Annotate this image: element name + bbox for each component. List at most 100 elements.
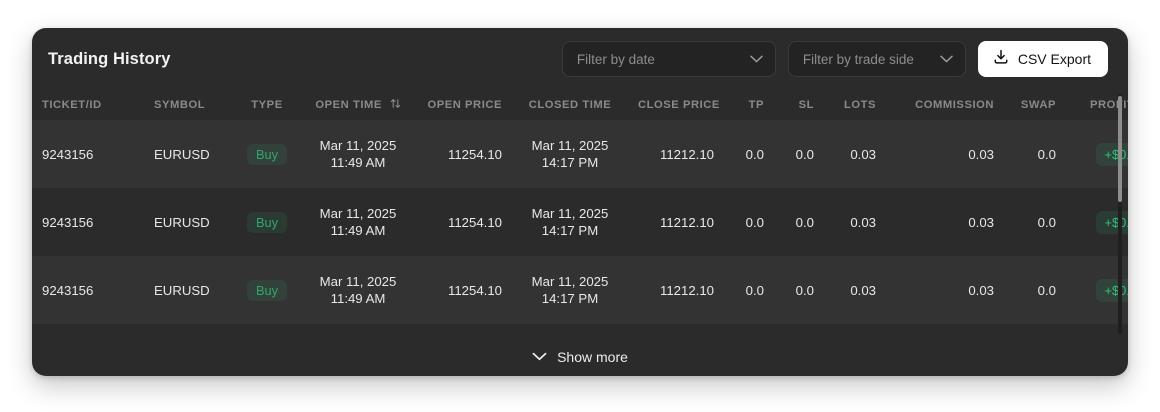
- column-header-symbol[interactable]: SYMBOL: [144, 90, 234, 120]
- cell-open-time: Mar 11, 2025 11:49 AM: [300, 256, 416, 324]
- chevron-down-icon: [532, 348, 547, 366]
- page-title: Trading History: [48, 49, 171, 68]
- cell-sl: 0.0: [774, 120, 824, 188]
- profit-badge: +$0.28: [1095, 210, 1128, 234]
- column-label: SWAP: [1020, 99, 1056, 111]
- column-label: LOTS: [843, 99, 876, 111]
- cell-type: Buy: [234, 256, 300, 324]
- cell-lots: 0.03: [824, 188, 886, 256]
- table-row[interactable]: 9243156 EURUSD Buy Mar 11, 2025 11:49 AM 1125…: [32, 256, 1128, 324]
- column-label: TP: [748, 99, 764, 111]
- cell-swap: 0.0: [1004, 256, 1066, 324]
- csv-export-label: CSV Export: [1017, 51, 1091, 67]
- column-label: OPEN TIME: [315, 99, 382, 111]
- trading-history-card: Trading History Filter by date Filter by…: [32, 28, 1128, 376]
- cell-ticket: 9243156: [32, 188, 144, 256]
- cell-symbol: EURUSD: [144, 256, 234, 324]
- column-label: TYPE: [251, 99, 283, 111]
- column-header-close-price[interactable]: CLOSE PRICE: [628, 90, 724, 120]
- column-header-commission[interactable]: COMMISSION: [886, 90, 1004, 120]
- profit-badge: +$0.28: [1095, 142, 1128, 166]
- column-header-ticket[interactable]: TICKET/ID: [32, 90, 144, 120]
- cell-commission: 0.03: [886, 188, 1004, 256]
- cell-close-price: 11212.10: [628, 256, 724, 324]
- cell-open-price: 11254.10: [416, 120, 512, 188]
- column-label: CLOSE PRICE: [638, 99, 720, 111]
- cell-open-price: 11254.10: [416, 256, 512, 324]
- cell-open-time: Mar 11, 2025 11:49 AM: [300, 120, 416, 188]
- chevron-down-icon: [930, 55, 953, 63]
- header-controls: Filter by date Filter by trade side: [561, 41, 1108, 77]
- column-label: SYMBOL: [154, 99, 206, 111]
- trade-side-badge: Buy: [246, 211, 288, 233]
- cell-tp: 0.0: [724, 188, 774, 256]
- cell-sl: 0.0: [774, 256, 824, 324]
- column-header-swap[interactable]: SWAP: [1004, 90, 1066, 120]
- cell-closed-time: Mar 11, 2025 14:17 PM: [512, 120, 628, 188]
- table-row[interactable]: 9243156 EURUSD Buy Mar 11, 2025 11:49 AM 1125…: [32, 120, 1128, 188]
- vertical-scrollbar[interactable]: [1118, 94, 1122, 334]
- cell-type: Buy: [234, 120, 300, 188]
- filter-by-date-label: Filter by date: [576, 51, 655, 67]
- cell-lots: 0.03: [824, 120, 886, 188]
- cell-close-price: 11212.10: [628, 188, 724, 256]
- cell-closed-time: Mar 11, 2025 14:17 PM: [512, 188, 628, 256]
- filter-by-date-select[interactable]: Filter by date: [561, 41, 776, 77]
- column-header-tp[interactable]: TP: [724, 90, 774, 120]
- closed-time-value: Mar 11, 2025 14:17 PM: [531, 138, 609, 170]
- table-body: 9243156 EURUSD Buy Mar 11, 2025 11:49 AM 1125…: [32, 120, 1128, 324]
- column-label: PROFIT: [1090, 99, 1128, 111]
- chevron-down-icon: [740, 55, 763, 63]
- column-label: OPEN PRICE: [427, 99, 502, 111]
- scrollbar-thumb[interactable]: [1118, 96, 1122, 202]
- filter-by-trade-side-label: Filter by trade side: [802, 51, 914, 67]
- sort-updown-icon[interactable]: [390, 98, 401, 112]
- cell-symbol: EURUSD: [144, 188, 234, 256]
- open-time-value: Mar 11, 2025 11:49 AM: [319, 206, 397, 238]
- cell-commission: 0.03: [886, 256, 1004, 324]
- download-icon: [993, 49, 1009, 70]
- cell-swap: 0.0: [1004, 188, 1066, 256]
- column-header-open-price[interactable]: OPEN PRICE: [416, 90, 512, 120]
- cell-closed-time: Mar 11, 2025 14:17 PM: [512, 256, 628, 324]
- trade-side-badge: Buy: [246, 143, 288, 165]
- column-label: COMMISSION: [915, 99, 994, 111]
- show-more-label: Show more: [557, 349, 628, 365]
- card-header: Trading History Filter by date Filter by…: [32, 28, 1128, 90]
- closed-time-value: Mar 11, 2025 14:17 PM: [531, 274, 609, 306]
- cell-swap: 0.0: [1004, 120, 1066, 188]
- column-header-closed-time[interactable]: CLOSED TIME: [512, 90, 628, 120]
- column-header-sl[interactable]: SL: [774, 90, 824, 120]
- cell-open-price: 11254.10: [416, 188, 512, 256]
- profit-badge: +$0.28: [1095, 278, 1128, 302]
- show-more-button[interactable]: Show more: [32, 338, 1128, 376]
- cell-tp: 0.0: [724, 120, 774, 188]
- cell-profit: +$0.28: [1066, 188, 1128, 256]
- column-header-open-time[interactable]: OPEN TIME: [300, 90, 416, 120]
- open-time-value: Mar 11, 2025 11:49 AM: [319, 274, 397, 306]
- trade-side-badge: Buy: [246, 279, 288, 301]
- cell-lots: 0.03: [824, 256, 886, 324]
- column-label: TICKET/ID: [42, 99, 102, 111]
- cell-ticket: 9243156: [32, 256, 144, 324]
- filter-by-trade-side-select[interactable]: Filter by trade side: [787, 41, 966, 77]
- column-label: CLOSED TIME: [528, 99, 612, 111]
- column-label: SL: [798, 99, 814, 111]
- cell-tp: 0.0: [724, 256, 774, 324]
- column-header-lots[interactable]: LOTS: [824, 90, 886, 120]
- table-header-row: TICKET/ID SYMBOL TYPE OPEN TIME: [32, 90, 1128, 120]
- csv-export-button[interactable]: CSV Export: [977, 41, 1108, 77]
- table-row[interactable]: 9243156 EURUSD Buy Mar 11, 2025 11:49 AM 1125…: [32, 188, 1128, 256]
- column-header-type[interactable]: TYPE: [234, 90, 300, 120]
- closed-time-value: Mar 11, 2025 14:17 PM: [531, 206, 609, 238]
- cell-type: Buy: [234, 188, 300, 256]
- open-time-value: Mar 11, 2025 11:49 AM: [319, 138, 397, 170]
- cell-commission: 0.03: [886, 120, 1004, 188]
- cell-open-time: Mar 11, 2025 11:49 AM: [300, 188, 416, 256]
- cell-ticket: 9243156: [32, 120, 144, 188]
- cell-sl: 0.0: [774, 188, 824, 256]
- table-scroll-area[interactable]: TICKET/ID SYMBOL TYPE OPEN TIME: [32, 90, 1128, 338]
- trading-history-table: TICKET/ID SYMBOL TYPE OPEN TIME: [32, 90, 1128, 324]
- cell-close-price: 11212.10: [628, 120, 724, 188]
